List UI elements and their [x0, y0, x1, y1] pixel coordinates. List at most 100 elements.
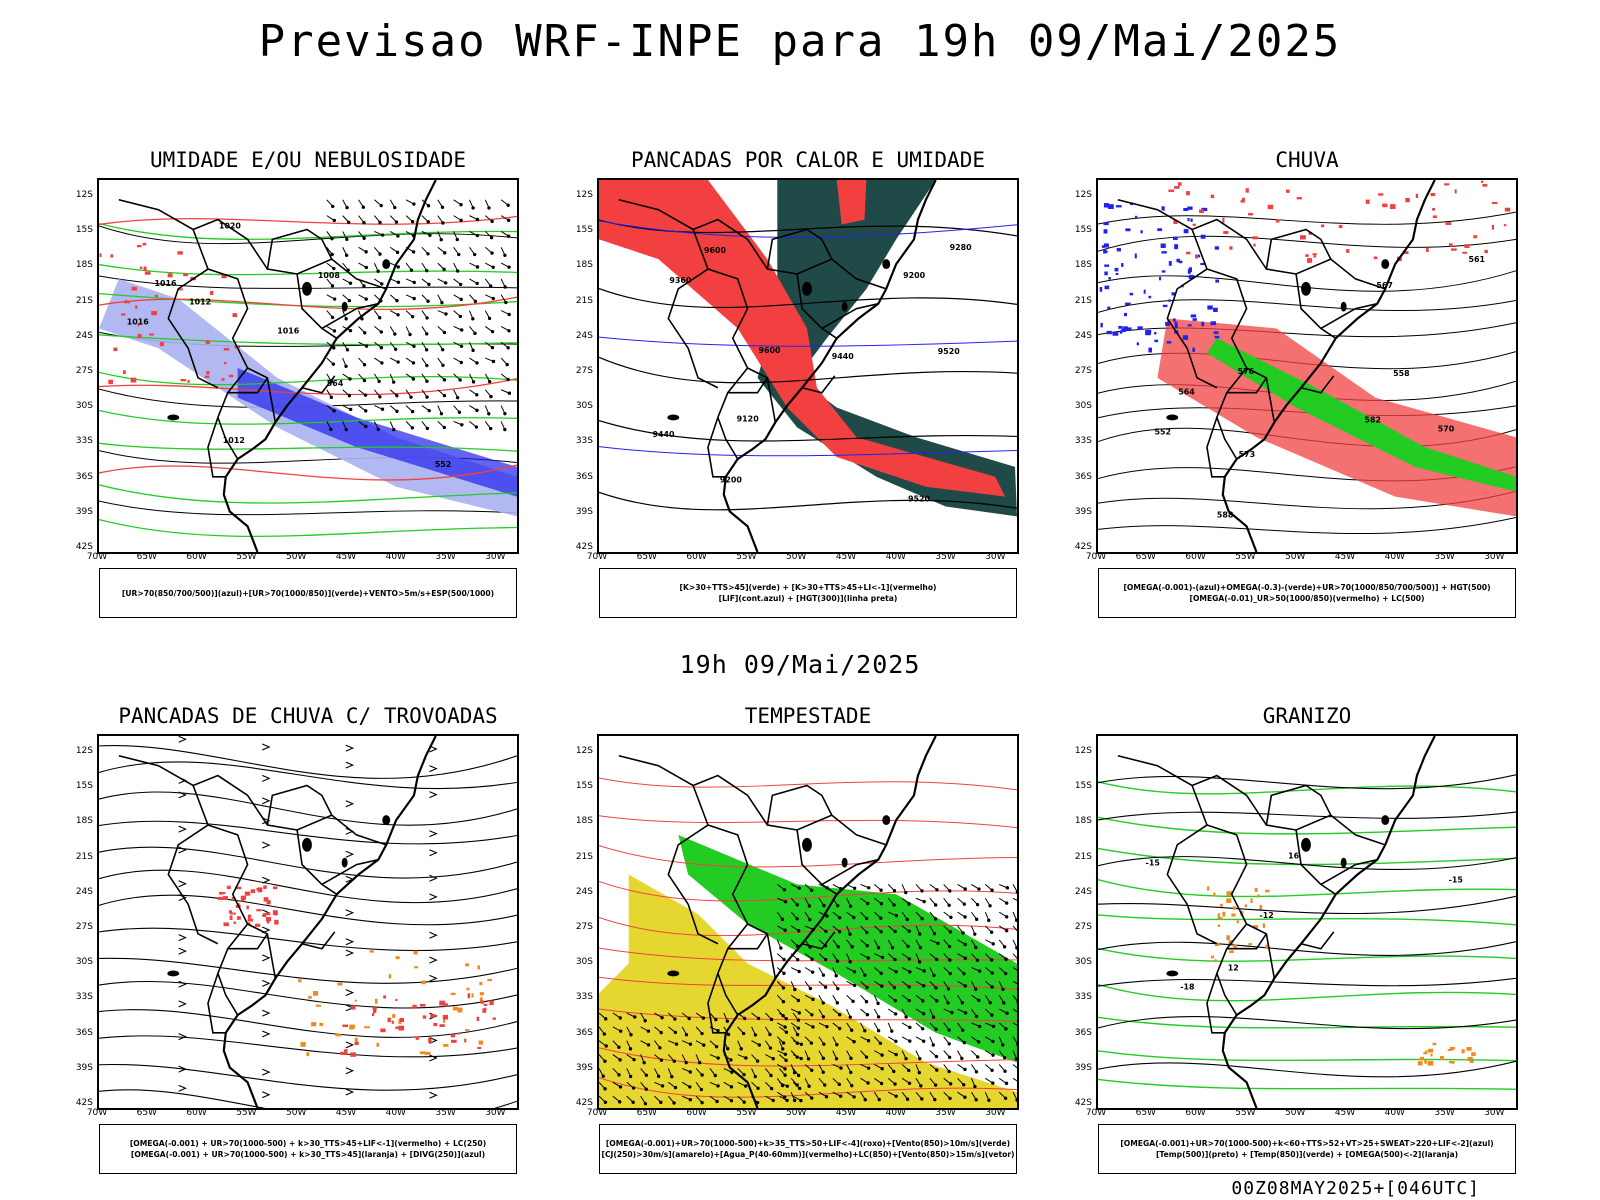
contour-label: 9600	[758, 346, 781, 355]
longitude-tick-label: 40W	[385, 1108, 406, 1118]
latitude-tick-label: 15S	[575, 781, 593, 792]
latitude-tick-label: 12S	[75, 190, 93, 200]
forecast-map	[97, 734, 519, 1110]
latitude-tick-label: 39S	[575, 1062, 593, 1073]
longitude-tick-label: 35W	[935, 552, 956, 562]
longitude-tick-label: 35W	[1434, 1108, 1455, 1118]
latitude-tick-label: 36S	[1074, 1027, 1092, 1038]
longitude-tick-label: 65W	[636, 1108, 657, 1118]
contour-label: 564	[327, 379, 344, 388]
legend-line: [Temp(500)](preto) + [Temp(850)](verde) …	[1155, 1150, 1459, 1159]
latitude-tick-label: 42S	[75, 1098, 93, 1108]
latitude-tick-label: 33S	[1074, 436, 1092, 447]
latitude-tick-label: 21S	[1074, 851, 1092, 862]
legend-line: [OMEGA(-0.001) + UR>70(1000-500) + k>30_…	[129, 1139, 487, 1148]
latitude-tick-label: 33S	[575, 992, 593, 1003]
latitude-tick-label: 21S	[75, 295, 93, 306]
longitude-tick-label: 70W	[1085, 1108, 1107, 1118]
longitude-tick-label: 50W	[1285, 552, 1306, 562]
contour-label: 16	[1288, 852, 1300, 861]
contour-label: -12	[1259, 911, 1273, 920]
longitude-tick-label: 50W	[1285, 1108, 1306, 1118]
longitude-tick-label: 55W	[736, 552, 757, 562]
contour-label: 9280	[950, 243, 973, 252]
longitude-tick-label: 70W	[86, 1108, 108, 1118]
longitude-tick-label: 35W	[435, 552, 456, 562]
longitude-tick-label: 40W	[1384, 552, 1405, 562]
longitude-tick-label: 45W	[1334, 1108, 1356, 1118]
latitude-tick-label: 39S	[75, 1062, 93, 1073]
latitude-tick-label: 36S	[575, 1027, 593, 1038]
contour-label: 552	[1154, 427, 1171, 436]
forecast-map	[597, 734, 1019, 1110]
panel-title: UMIDADE E/OU NEBULOSIDADE	[149, 148, 467, 172]
contour-label: 9600	[704, 246, 727, 255]
contour-label: 1016	[154, 279, 177, 288]
latitude-tick-label: 18S	[1074, 260, 1092, 271]
legend-line: [OMEGA(-0.01)_UR>50(1000/850)(vermelho) …	[1189, 594, 1425, 603]
map-plot	[599, 736, 1017, 1108]
latitude-tick-label: 42S	[575, 1098, 593, 1108]
coastline-borders	[1117, 180, 1436, 552]
longitude-tick-label: 35W	[935, 1108, 956, 1118]
contour-label: 576	[1238, 367, 1255, 376]
longitude-tick-label: 60W	[1185, 1108, 1206, 1118]
panel-title: PANCADAS DE CHUVA C/ TROVOADAS	[118, 704, 498, 728]
forecast-map: 9600 9520 9600 9520 9440 9360 9440 9200 9120 9280…	[597, 178, 1019, 554]
longitude-tick-label: 50W	[786, 1108, 807, 1118]
longitude-tick-label: 55W	[736, 1108, 757, 1118]
latitude-tick-label: 12S	[575, 746, 593, 756]
forecast-map: 1012 1016 1016 1020 1012 1008 1016 564 552	[97, 178, 519, 554]
latitude-tick-label: 42S	[75, 542, 93, 552]
contour-label: 9440	[832, 352, 855, 361]
longitude-tick-label: 40W	[385, 552, 406, 562]
latitude-tick-label: 21S	[575, 295, 593, 306]
latitude-tick-label: 18S	[575, 816, 593, 827]
latitude-tick-label: 24S	[575, 886, 593, 897]
latitude-tick-label: 15S	[575, 225, 593, 236]
contour-label: 9200	[720, 476, 743, 485]
latitude-tick-label: 33S	[1074, 992, 1092, 1003]
contour-label: 588	[1217, 510, 1234, 519]
latitude-tick-label: 24S	[575, 330, 593, 341]
contour-label: 9440	[652, 430, 675, 439]
contour-label: 12	[1228, 963, 1239, 972]
longitude-tick-label: 60W	[686, 552, 707, 562]
coastline-borders	[1117, 736, 1436, 1108]
longitude-tick-label: 50W	[286, 1108, 307, 1118]
latitude-tick-label: 18S	[575, 260, 593, 271]
coastline-borders	[618, 736, 937, 1108]
latitude-tick-label: 15S	[1074, 225, 1092, 236]
latitude-tick-label: 36S	[75, 1027, 93, 1038]
longitude-tick-label: 55W	[1235, 1108, 1256, 1118]
latitude-tick-label: 18S	[1074, 816, 1092, 827]
panel-legend: [OMEGA(-0.001) + UR>70(1000-500) + k>30_…	[99, 1124, 517, 1174]
map-plot: 9600 9520 9600 9520 9440 9360 9440 9200 9120 9280…	[599, 180, 1017, 552]
contour-label: -18	[1180, 982, 1195, 991]
longitude-tick-label: 55W	[236, 552, 257, 562]
longitude-tick-label: 45W	[335, 1108, 357, 1118]
latitude-tick-label: 33S	[575, 436, 593, 447]
latitude-tick-label: 30S	[75, 401, 93, 412]
legend-line: [K>30+TTS>45](verde) + [K>30+TTS>45+LI<-…	[679, 583, 937, 592]
legend-line: [OMEGA(-0.001) + UR>70(1000-500) + k>30_…	[130, 1150, 486, 1159]
map-plot	[99, 736, 517, 1108]
legend-line: [OMEGA(-0.001)-(azul)+OMEGA(-0.3)-(verde…	[1123, 583, 1491, 592]
page-title: Previsao WRF-INPE para 19h 09/Mai/2025	[258, 16, 1342, 67]
longitude-tick-label: 40W	[885, 552, 906, 562]
valid-time-title: 19h 09/Mai/2025	[679, 650, 921, 679]
contour-label: 9520	[908, 495, 931, 504]
map-plot: 588 582 576 573 570 567 564 561 558 552	[1098, 180, 1516, 552]
panel-title: PANCADAS POR CALOR E UMIDADE	[630, 148, 985, 172]
latitude-tick-label: 30S	[575, 401, 593, 412]
panel-title: CHUVA	[1275, 148, 1339, 172]
latitude-tick-label: 15S	[75, 781, 93, 792]
latitude-tick-label: 42S	[1074, 542, 1092, 552]
map-plot: 1012 1016 1016 1020 1012 1008 1016 564 552	[99, 180, 517, 552]
longitude-tick-label: 35W	[1434, 552, 1455, 562]
latitude-tick-label: 33S	[75, 992, 93, 1003]
legend-line: [OMEGA(-0.001)+UR>70(1000-500)+k>35_TTS>…	[605, 1139, 1011, 1148]
contour-label: 1012	[223, 436, 245, 445]
latitude-tick-label: 12S	[575, 190, 593, 200]
latitude-tick-label: 21S	[575, 851, 593, 862]
